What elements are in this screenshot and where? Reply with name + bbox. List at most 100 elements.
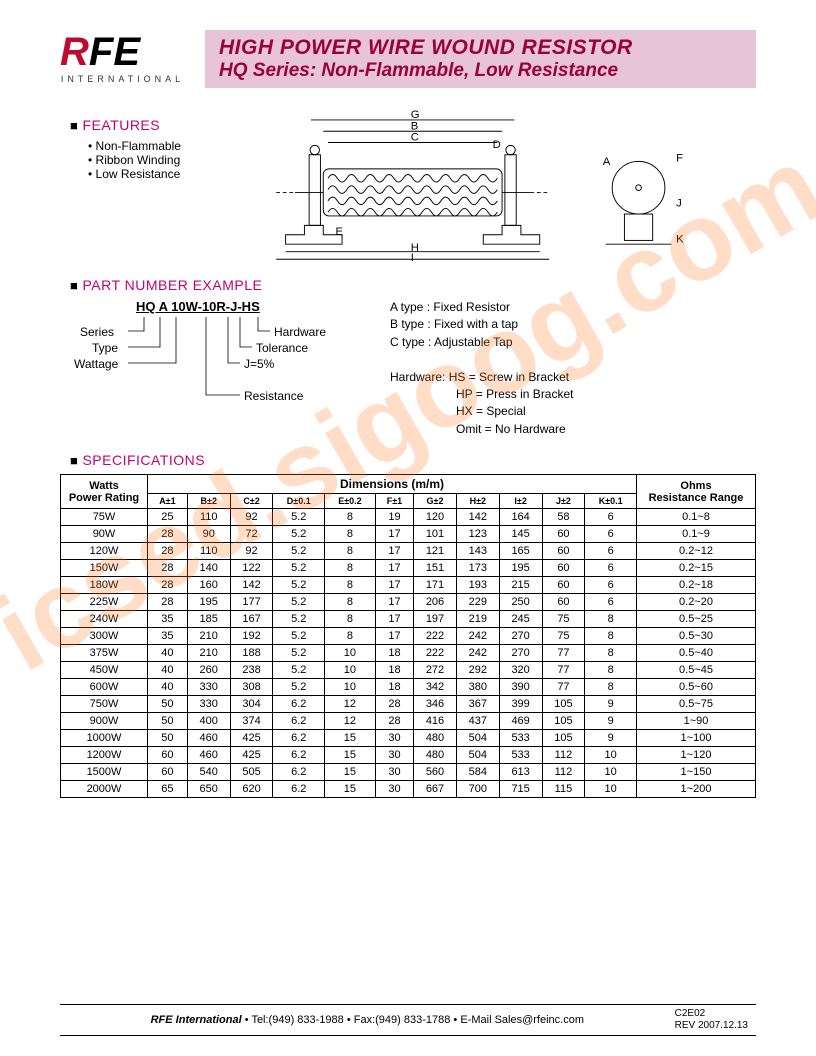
dim-label-g: G	[411, 109, 420, 121]
table-cell: 8	[585, 645, 637, 662]
table-cell: 560	[414, 764, 457, 781]
table-cell: 480	[414, 747, 457, 764]
table-row: 90W2890725.28171011231456060.1~9	[61, 526, 756, 543]
table-row: 1200W604604256.21530480504533112101~120	[61, 747, 756, 764]
table-cell: 2000W	[61, 781, 148, 798]
table-cell: 28	[148, 594, 188, 611]
logo-r: R	[60, 32, 89, 72]
table-cell: 173	[456, 560, 499, 577]
table-cell: 9	[585, 730, 637, 747]
table-cell: 613	[499, 764, 542, 781]
title-line1: HIGH POWER WIRE WOUND RESISTOR	[219, 36, 742, 60]
table-cell: 17	[375, 560, 413, 577]
table-cell: 30	[375, 764, 413, 781]
table-cell: 10	[585, 781, 637, 798]
table-cell: 437	[456, 713, 499, 730]
table-cell: 122	[230, 560, 273, 577]
table-cell: 6	[585, 594, 637, 611]
table-cell: 330	[187, 679, 230, 696]
table-cell: 60	[542, 543, 585, 560]
table-cell: 320	[499, 662, 542, 679]
dim-label-f: F	[676, 152, 683, 164]
table-cell: 60	[542, 526, 585, 543]
table-cell: 460	[187, 747, 230, 764]
table-cell: 10	[325, 662, 376, 679]
table-cell: 0.2~12	[637, 543, 756, 560]
table-cell: 17	[375, 611, 413, 628]
type-c: C type : Adjustable Tap	[390, 334, 574, 351]
table-cell: 8	[585, 662, 637, 679]
table-cell: 620	[230, 781, 273, 798]
table-cell: 28	[375, 713, 413, 730]
th-dim-col: D±0.1	[273, 494, 325, 509]
table-cell: 195	[187, 594, 230, 611]
table-cell: 0.5~40	[637, 645, 756, 662]
table-row: 300W352101925.28172222422707580.5~30	[61, 628, 756, 645]
partnum-heading: PART NUMBER EXAMPLE	[70, 277, 756, 293]
table-row: 180W281601425.28171711932156060.2~18	[61, 577, 756, 594]
table-cell: 177	[230, 594, 273, 611]
table-cell: 250	[499, 594, 542, 611]
table-cell: 30	[375, 781, 413, 798]
table-cell: 300W	[61, 628, 148, 645]
table-cell: 28	[148, 560, 188, 577]
table-cell: 18	[375, 679, 413, 696]
table-cell: 8	[325, 628, 376, 645]
table-cell: 584	[456, 764, 499, 781]
table-cell: 330	[187, 696, 230, 713]
table-cell: 304	[230, 696, 273, 713]
table-cell: 75	[542, 628, 585, 645]
th-dim-col: H±2	[456, 494, 499, 509]
table-cell: 28	[148, 526, 188, 543]
footer-rev: C2E02 REV 2007.12.13	[667, 1008, 748, 1032]
table-row: 1500W605405056.21530560584613112101~150	[61, 764, 756, 781]
pn-wattage: Wattage	[74, 357, 118, 371]
table-cell: 10	[585, 747, 637, 764]
th-dim-col: E±0.2	[325, 494, 376, 509]
table-cell: 5.2	[273, 611, 325, 628]
table-cell: 28	[148, 577, 188, 594]
table-cell: 5.2	[273, 543, 325, 560]
table-cell: 6.2	[273, 747, 325, 764]
table-cell: 120	[414, 509, 457, 526]
table-cell: 105	[542, 713, 585, 730]
table-cell: 0.5~75	[637, 696, 756, 713]
table-cell: 150W	[61, 560, 148, 577]
table-cell: 206	[414, 594, 457, 611]
pn-tolerance: Tolerance	[256, 341, 308, 355]
table-cell: 6.2	[273, 696, 325, 713]
th-dims: Dimensions (m/m)	[148, 475, 637, 494]
dim-label-b: B	[411, 120, 419, 132]
page: icsed.sigoog.com R FE INTERNATIONAL HIGH…	[0, 0, 816, 818]
table-cell: 15	[325, 781, 376, 798]
table-cell: 6.2	[273, 713, 325, 730]
table-cell: 10	[585, 764, 637, 781]
table-cell: 140	[187, 560, 230, 577]
table-cell: 197	[414, 611, 457, 628]
th-dim-col: K±0.1	[585, 494, 637, 509]
table-row: 75W25110925.28191201421645860.1~8	[61, 509, 756, 526]
table-cell: 6	[585, 509, 637, 526]
table-cell: 0.5~30	[637, 628, 756, 645]
table-cell: 700	[456, 781, 499, 798]
table-cell: 35	[148, 611, 188, 628]
table-cell: 105	[542, 696, 585, 713]
table-cell: 425	[230, 730, 273, 747]
th-dim-col: C±2	[230, 494, 273, 509]
table-cell: 5.2	[273, 560, 325, 577]
table-cell: 121	[414, 543, 457, 560]
table-cell: 504	[456, 747, 499, 764]
table-cell: 9	[585, 713, 637, 730]
table-cell: 8	[325, 560, 376, 577]
table-cell: 171	[414, 577, 457, 594]
dim-label-i: I	[411, 252, 414, 263]
table-cell: 0.1~8	[637, 509, 756, 526]
table-cell: 17	[375, 526, 413, 543]
table-cell: 165	[499, 543, 542, 560]
table-cell: 40	[148, 645, 188, 662]
type-b: B type : Fixed with a tap	[390, 316, 574, 333]
table-cell: 17	[375, 577, 413, 594]
table-cell: 238	[230, 662, 273, 679]
table-cell: 750W	[61, 696, 148, 713]
spec-table: WattsPower Rating Dimensions (m/m) OhmsR…	[60, 474, 756, 798]
